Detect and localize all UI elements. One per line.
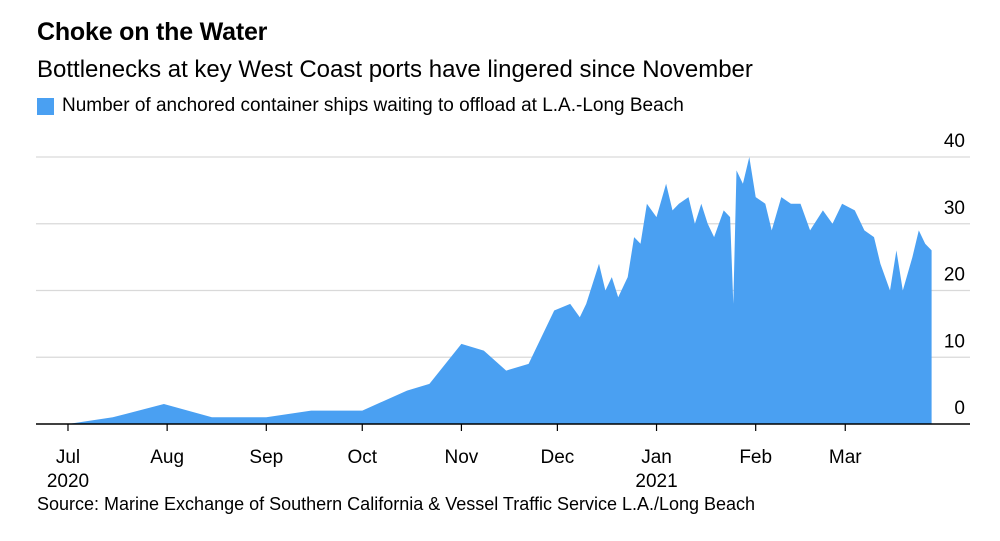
y-tick-label: 40 xyxy=(944,131,965,152)
x-tick-label: Sep xyxy=(249,447,283,468)
x-tick-label: Aug xyxy=(150,447,184,468)
y-tick-label: 20 xyxy=(944,265,965,286)
source-note: Source: Marine Exchange of Southern Cali… xyxy=(37,494,756,514)
legend-label: Number of anchored container ships waiti… xyxy=(62,95,684,116)
x-tick-year-label: 2020 xyxy=(47,471,89,492)
x-tick-year-label: 2021 xyxy=(635,471,677,492)
y-tick-label: 0 xyxy=(954,398,965,419)
x-tick-label: Mar xyxy=(829,447,862,468)
x-tick-label: Jul xyxy=(56,447,80,468)
chart-subtitle: Bottlenecks at key West Coast ports have… xyxy=(37,56,753,83)
x-tick-label: Jan xyxy=(641,447,672,468)
x-tick-label: Nov xyxy=(445,447,479,468)
legend: Number of anchored container ships waiti… xyxy=(37,95,684,117)
legend-swatch xyxy=(37,97,54,115)
x-tick-label: Oct xyxy=(347,447,377,468)
y-tick-label: 30 xyxy=(944,198,965,219)
series-area xyxy=(68,157,932,424)
x-tick-label: Feb xyxy=(739,447,772,468)
y-tick-label: 10 xyxy=(944,331,965,352)
chart-title: Choke on the Water xyxy=(37,18,268,46)
x-tick-label: Dec xyxy=(540,447,574,468)
